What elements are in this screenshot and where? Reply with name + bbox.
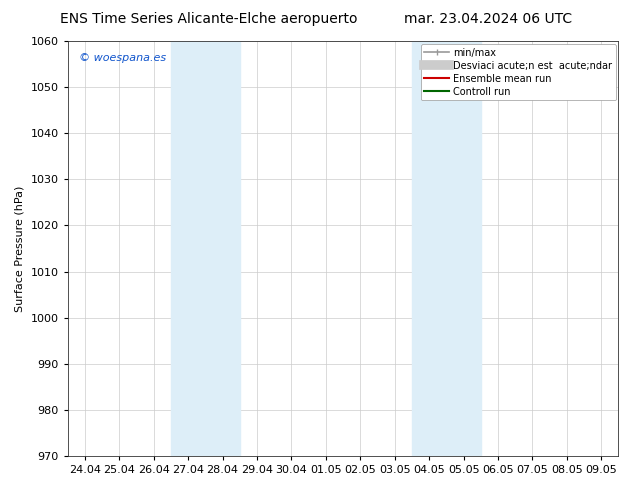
Text: ENS Time Series Alicante-Elche aeropuerto: ENS Time Series Alicante-Elche aeropuert… <box>60 12 358 26</box>
Bar <box>171 41 240 456</box>
Text: © woespana.es: © woespana.es <box>79 53 166 64</box>
Bar <box>412 41 481 456</box>
Text: mar. 23.04.2024 06 UTC: mar. 23.04.2024 06 UTC <box>404 12 573 26</box>
Y-axis label: Surface Pressure (hPa): Surface Pressure (hPa) <box>15 185 25 312</box>
Legend: min/max, Desviaci acute;n est  acute;ndar, Ensemble mean run, Controll run: min/max, Desviaci acute;n est acute;ndar… <box>420 44 616 100</box>
